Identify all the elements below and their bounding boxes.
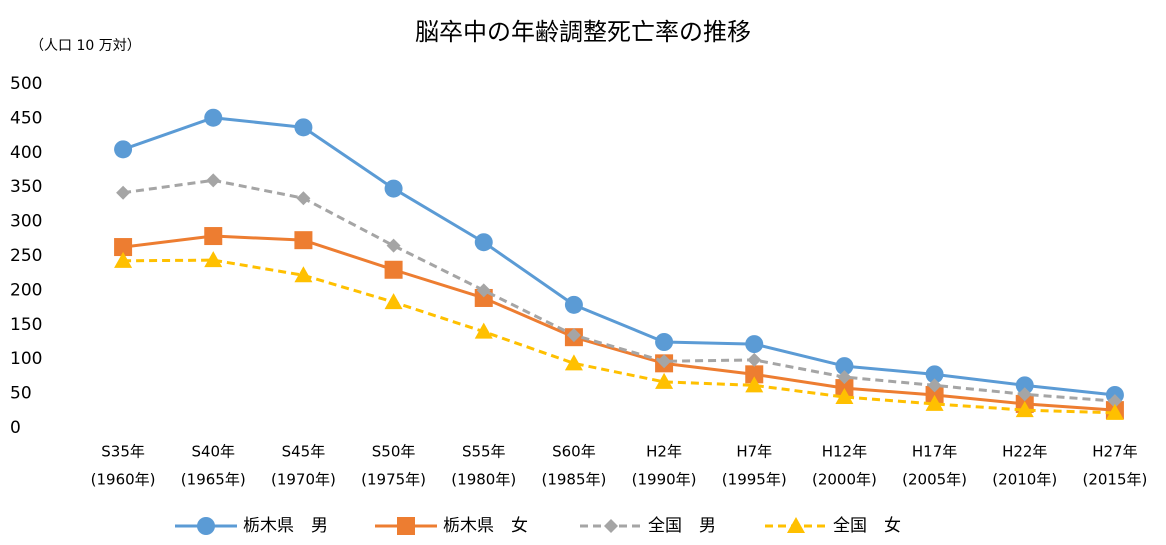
legend-label: 全国 男 <box>648 516 716 536</box>
marker <box>745 376 764 393</box>
y-tick-label: 50 <box>10 384 32 404</box>
y-tick-label: 250 <box>10 246 42 266</box>
y-tick-label: 500 <box>10 74 42 94</box>
y-tick-label: 400 <box>10 143 42 163</box>
marker <box>1015 376 1034 395</box>
marker <box>655 333 674 351</box>
series-line <box>122 116 1116 397</box>
x-tick-label: S40年 <box>191 443 235 461</box>
marker <box>925 394 944 411</box>
y-tick-label: 150 <box>10 315 42 335</box>
legend-label: 全国 女 <box>833 516 901 536</box>
marker <box>204 227 223 246</box>
marker <box>114 140 133 159</box>
y-tick-label: 350 <box>10 177 42 197</box>
y-axis-label: （人口 10 万対） <box>30 38 141 54</box>
y-tick-label: 200 <box>10 280 42 300</box>
legend-label: 栃木県 女 <box>443 516 528 536</box>
x-tick-label: S55年 <box>462 443 506 461</box>
x-tick-label: S45年 <box>282 443 326 461</box>
x-tick-label: (1980年) <box>451 471 516 489</box>
marker <box>114 251 133 268</box>
chart-title: 脳卒中の年齢調整死亡率の推移 <box>415 18 751 46</box>
marker <box>204 251 223 268</box>
marker <box>1107 394 1122 409</box>
marker <box>925 365 944 384</box>
marker <box>474 233 493 252</box>
x-tick-label: (2000年) <box>812 471 877 489</box>
marker <box>476 283 491 298</box>
marker <box>474 322 493 339</box>
marker <box>657 354 672 369</box>
y-tick-label: 0 <box>10 418 21 438</box>
x-tick-label: (1985年) <box>541 471 606 489</box>
x-tick-label: H17年 <box>912 443 957 461</box>
marker <box>204 108 223 127</box>
x-tick-label: H22年 <box>1002 443 1047 461</box>
x-tick-label: S35年 <box>101 443 145 461</box>
marker <box>397 517 415 535</box>
y-tick-label: 100 <box>10 349 42 369</box>
marker <box>386 238 401 253</box>
marker <box>835 388 854 405</box>
series-line <box>123 258 1115 415</box>
marker <box>114 238 133 257</box>
series-line <box>122 234 1116 412</box>
marker <box>837 370 852 385</box>
marker <box>564 295 583 314</box>
x-tick-label: (2015年) <box>1082 471 1147 489</box>
x-tick-label: (1975年) <box>361 471 426 489</box>
x-tick-label: (1965年) <box>181 471 246 489</box>
marker <box>604 519 618 533</box>
marker <box>116 185 131 200</box>
x-tick-label: (1970年) <box>271 471 336 489</box>
x-tick-label: H12年 <box>822 443 867 461</box>
marker <box>384 260 403 279</box>
marker <box>745 335 764 354</box>
marker <box>294 231 313 250</box>
marker <box>927 378 942 393</box>
marker <box>566 328 581 343</box>
marker <box>294 266 313 283</box>
x-tick-label: (2005年) <box>902 471 967 489</box>
series-line <box>122 178 1116 403</box>
marker <box>384 179 403 198</box>
marker <box>747 352 762 367</box>
marker <box>294 118 313 137</box>
x-tick-label: S50年 <box>372 443 416 461</box>
x-tick-label: S60年 <box>552 443 596 461</box>
x-tick-label: H2年 <box>646 443 682 461</box>
marker <box>835 357 854 376</box>
marker <box>787 517 805 533</box>
y-tick-label: 300 <box>10 212 42 232</box>
marker <box>1105 403 1124 420</box>
marker <box>197 517 215 535</box>
marker <box>1017 387 1032 402</box>
marker <box>206 173 221 188</box>
legend-label: 栃木県 男 <box>243 516 328 536</box>
marker <box>745 365 764 384</box>
x-tick-label: (2010年) <box>992 471 1057 489</box>
x-tick-label: H27年 <box>1092 443 1137 461</box>
marker <box>564 354 583 371</box>
y-tick-label: 450 <box>10 108 42 128</box>
x-tick-label: (1995年) <box>722 471 787 489</box>
x-tick-label: H7年 <box>736 443 772 461</box>
marker <box>1015 401 1034 418</box>
marker <box>384 293 403 310</box>
x-tick-label: (1990年) <box>632 471 697 489</box>
marker <box>655 372 674 389</box>
marker <box>296 191 311 206</box>
x-tick-label: (1960年) <box>91 471 156 489</box>
